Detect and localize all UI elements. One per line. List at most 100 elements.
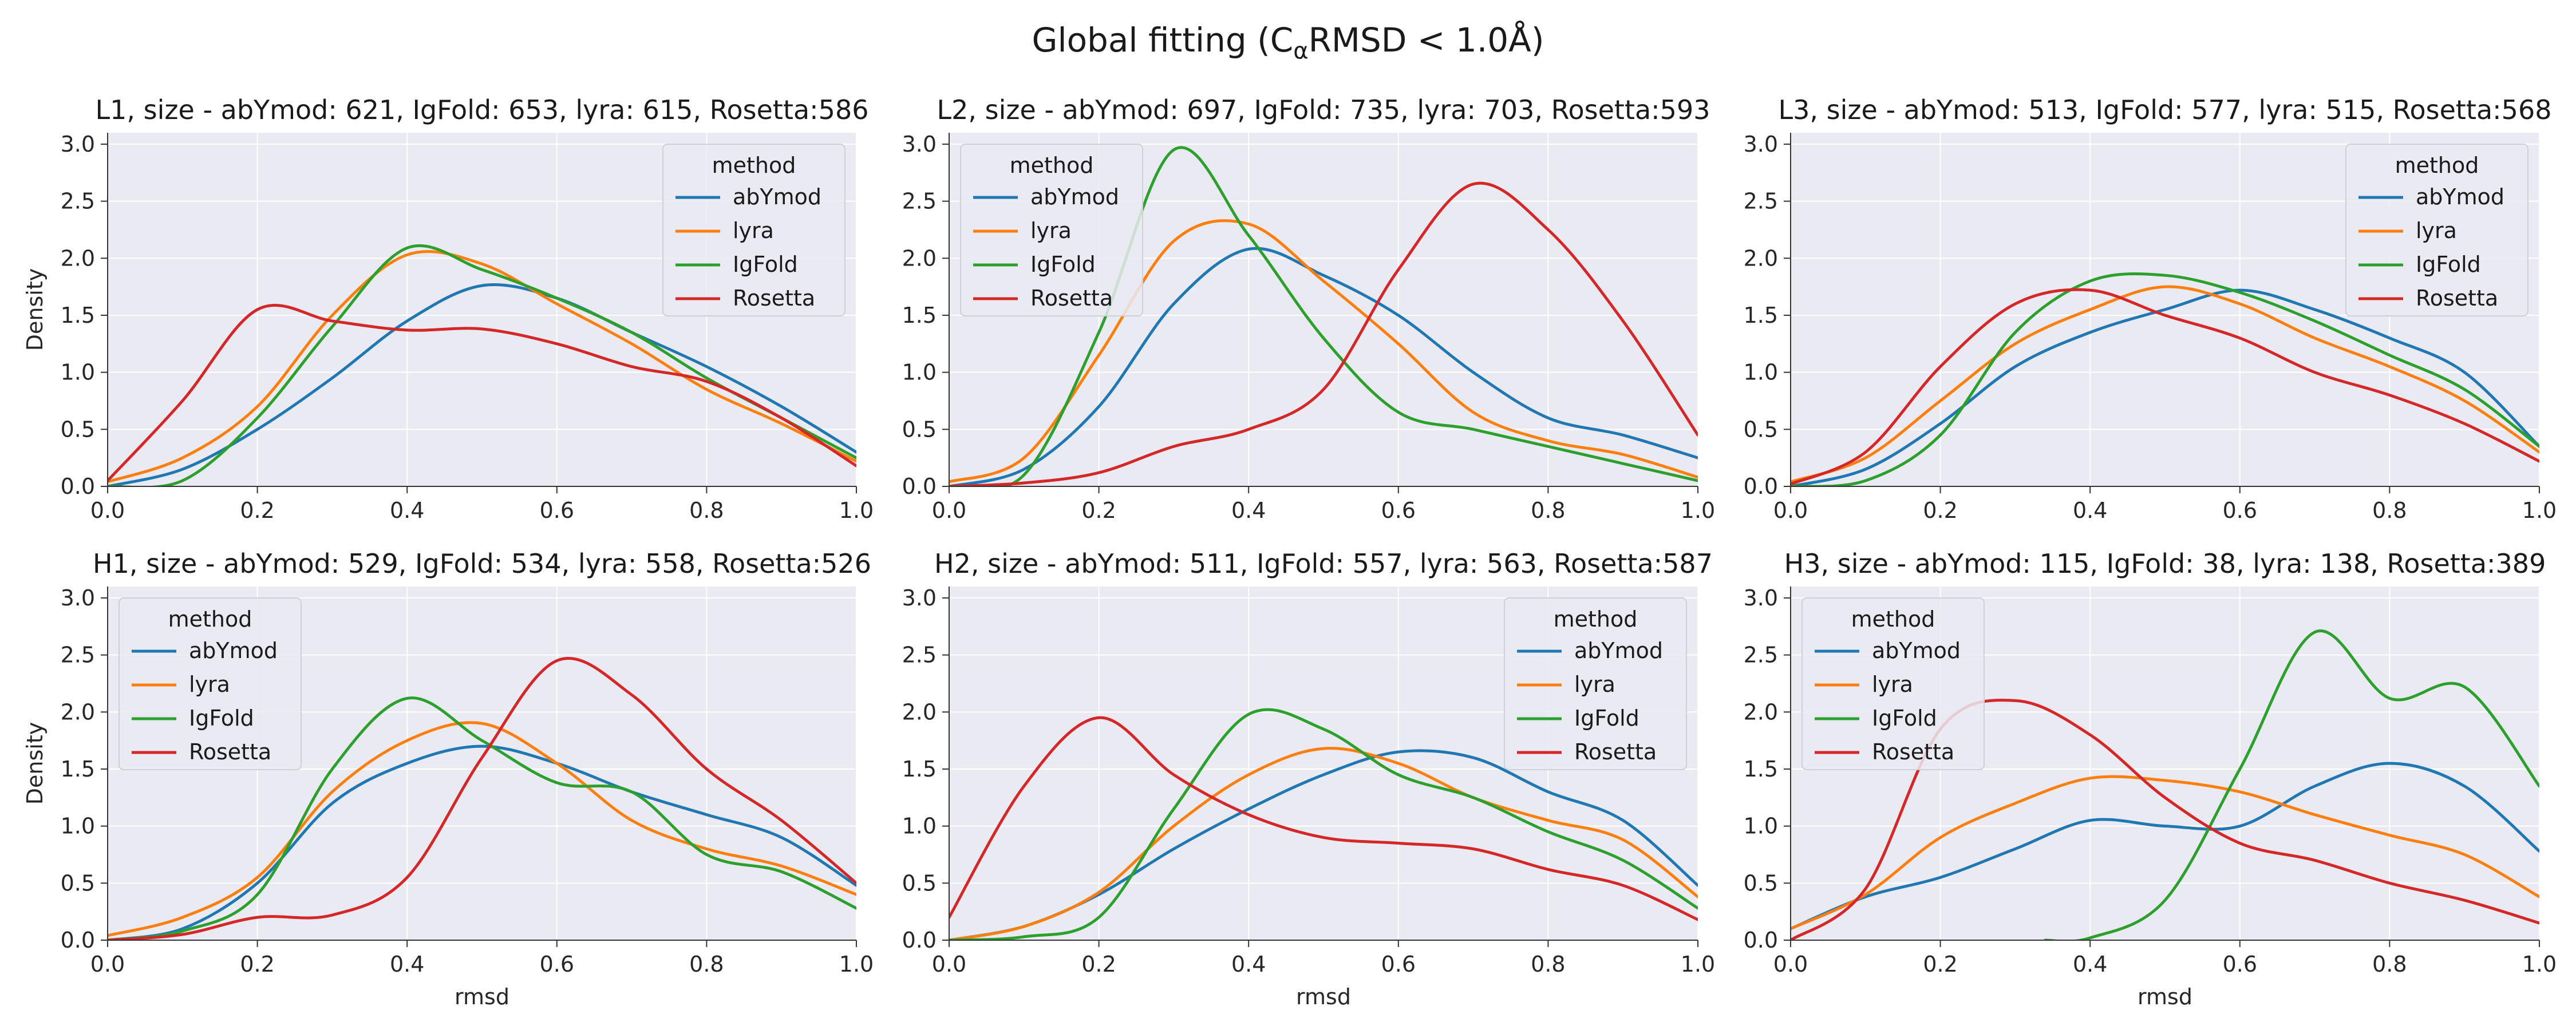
x-tick-label: 0.2 [1923, 498, 1957, 523]
legend-entry-rosetta: Rosetta [2416, 286, 2498, 311]
subplot-h3: 0.0 0.2 0.4 0.6 0.8 1.0 0.0 0.5 1.0 1.5 2.0 2.5 3.0H… [1744, 548, 2557, 1009]
y-tick-label: 0.5 [1744, 870, 1778, 896]
y-tick-label: 3.0 [61, 585, 95, 611]
y-tick-label: 2.0 [1744, 245, 1778, 271]
x-tick-label: 1.0 [839, 498, 874, 523]
x-tick-label: 1.0 [839, 952, 874, 977]
subplot-title: L2, size - abYmod: 697, IgFold: 735, lyr… [937, 94, 1710, 125]
legend-entry-abymod: abYmod [733, 184, 821, 209]
x-tick-label: 0.6 [540, 952, 574, 977]
x-tick-label: 0.2 [240, 498, 274, 523]
legend-title: method [1851, 607, 1935, 632]
x-axis-label: rmsd [1296, 984, 1351, 1009]
series-line-rosetta [1791, 288, 2539, 486]
y-tick-label: 3.0 [1744, 132, 1778, 157]
legend-entry-rosetta: Rosetta [733, 286, 815, 311]
x-tick-label: 0.2 [1081, 952, 1116, 977]
legend-entry-igfold: IgFold [2416, 252, 2481, 277]
legend: method abYmod lyra IgFold Rosetta [2345, 144, 2528, 316]
y-tick-label: 2.5 [902, 189, 937, 214]
y-tick-label: 1.0 [61, 814, 95, 839]
series-line-igfold [108, 696, 856, 940]
y-tick-label: 1.0 [1744, 360, 1778, 385]
x-tick-label: 1.0 [2522, 952, 2557, 977]
x-tick-label: 0.8 [2372, 498, 2407, 523]
legend-title: method [712, 153, 796, 178]
y-tick-label: 2.0 [902, 699, 937, 724]
series-line-rosetta [108, 656, 856, 940]
legend-entry-igfold: IgFold [189, 706, 254, 731]
y-tick-label: 0.0 [1744, 474, 1778, 499]
y-tick-label: 1.5 [61, 756, 95, 782]
x-tick-label: 0.6 [2223, 952, 2257, 977]
y-tick-label: 2.5 [902, 643, 937, 668]
y-tick-label: 0.5 [61, 870, 95, 896]
y-tick-label: 2.5 [1744, 189, 1778, 214]
y-tick-label: 1.0 [902, 814, 937, 839]
y-axis-label: Density [22, 722, 48, 805]
x-tick-label: 1.0 [2522, 498, 2557, 523]
x-tick-label: 0.8 [2372, 952, 2407, 977]
subplot-l1: 0.0 0.2 0.4 0.6 0.8 1.0 0.0 0.5 1.0 1.5 2.0 2.5 3.0L… [22, 94, 874, 523]
series-group [1791, 272, 2539, 486]
y-axis-label: Density [22, 268, 48, 351]
legend-entry-igfold: IgFold [1872, 706, 1937, 731]
y-tick-label: 0.0 [902, 928, 937, 953]
legend-entry-rosetta: Rosetta [189, 739, 271, 764]
legend-entry-igfold: IgFold [1574, 706, 1639, 731]
legend-entry-lyra: lyra [1872, 672, 1913, 697]
y-tick-label: 3.0 [902, 585, 937, 611]
x-tick-label: 0.8 [1531, 952, 1565, 977]
legend-box [960, 144, 1143, 316]
figure-title-suffix: RMSD < 1.0Å) [1308, 21, 1544, 60]
legend: method abYmod lyra IgFold Rosetta [662, 144, 846, 316]
y-tick-label: 2.0 [902, 245, 937, 271]
y-tick-label: 0.0 [61, 474, 95, 499]
series-line-lyra [108, 249, 856, 484]
y-tick-label: 1.5 [61, 303, 95, 328]
x-tick-label: 0.4 [2073, 498, 2107, 523]
legend-box [1801, 597, 1985, 770]
subplot-title: L3, size - abYmod: 513, IgFold: 577, lyr… [1779, 94, 2552, 125]
subplot-title: H3, size - abYmod: 115, IgFold: 38, lyra… [1784, 548, 2546, 579]
legend-box [2345, 144, 2528, 316]
x-tick-label: 0.6 [1381, 498, 1416, 523]
legend-entry-igfold: IgFold [1030, 252, 1096, 277]
y-tick-label: 2.0 [61, 245, 95, 271]
legend-entry-rosetta: Rosetta [1872, 739, 1954, 764]
legend: method abYmod lyra IgFold Rosetta [1801, 597, 1985, 770]
series-line-lyra [108, 721, 856, 937]
y-tick-label: 3.0 [61, 132, 95, 157]
series-line-rosetta [949, 716, 1698, 921]
y-tick-label: 2.5 [61, 643, 95, 668]
legend-box [1504, 597, 1687, 770]
legend-entry-rosetta: Rosetta [1030, 286, 1113, 311]
y-tick-label: 2.5 [61, 189, 95, 214]
legend-entry-lyra: lyra [733, 218, 774, 243]
series-line-rosetta [949, 181, 1698, 486]
subplot-title: H1, size - abYmod: 529, IgFold: 534, lyr… [93, 548, 871, 579]
y-tick-label: 0.0 [61, 928, 95, 953]
x-axis-label: rmsd [2138, 984, 2192, 1009]
series-group [949, 146, 1698, 486]
legend-entry-rosetta: Rosetta [1574, 739, 1657, 764]
y-tick-label: 0.5 [1744, 417, 1778, 442]
y-tick-label: 0.5 [902, 417, 937, 442]
legend: method abYmod lyra IgFold Rosetta [118, 597, 302, 770]
series-group [949, 708, 1698, 940]
y-tick-label: 3.0 [1744, 585, 1778, 611]
y-tick-label: 0.0 [902, 474, 937, 499]
x-tick-label: 0.0 [1773, 952, 1808, 977]
subplot-h1: 0.0 0.2 0.4 0.6 0.8 1.0 0.0 0.5 1.0 1.5 2.0 2.5 3.0 H… [22, 548, 874, 1009]
x-tick-label: 0.4 [390, 498, 424, 523]
series-line-abymod [949, 247, 1698, 486]
series-line-lyra [1791, 775, 2539, 930]
x-tick-label: 0.6 [540, 498, 574, 523]
legend-entry-abymod: abYmod [2416, 184, 2504, 209]
series-line-abymod [108, 744, 856, 940]
x-tick-label: 0.0 [90, 498, 125, 523]
y-tick-label: 1.0 [902, 360, 937, 385]
y-tick-label: 3.0 [902, 132, 937, 157]
y-tick-label: 1.5 [902, 756, 937, 782]
legend: method abYmod lyra IgFold Rosetta [1504, 597, 1687, 770]
